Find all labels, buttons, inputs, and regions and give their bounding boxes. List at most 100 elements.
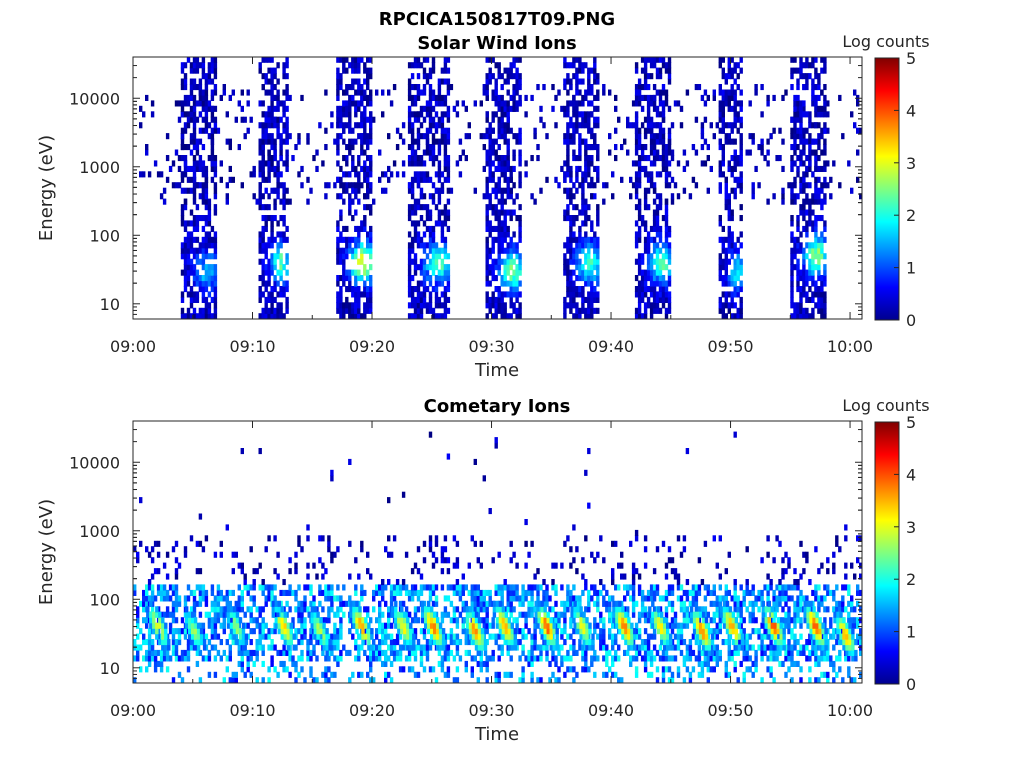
heatmap-cell	[443, 215, 448, 222]
heatmap-cell	[527, 649, 531, 656]
heatmap-cell	[192, 225, 197, 232]
heatmap-cell	[204, 264, 209, 271]
heatmap-cell	[494, 677, 498, 683]
heatmap-cell	[198, 258, 203, 265]
heatmap-cell	[473, 589, 477, 596]
heatmap-cell	[578, 275, 582, 282]
heatmap-cell	[637, 313, 642, 319]
heatmap-cell	[213, 622, 218, 629]
heatmap-cell	[461, 584, 465, 591]
heatmap-cell	[195, 160, 200, 167]
heatmap-cell	[482, 660, 486, 667]
heatmap-cell	[183, 258, 188, 265]
heatmap-cell	[204, 116, 209, 123]
heatmap-cell	[634, 122, 639, 129]
heatmap-cell	[790, 220, 794, 227]
heatmap-cell	[643, 73, 648, 80]
heatmap-cell	[428, 595, 433, 602]
heatmap-cell	[509, 94, 513, 101]
heatmap-cell	[434, 94, 439, 101]
heatmap-cell	[363, 138, 367, 145]
heatmap-cell	[348, 182, 352, 189]
heatmap-cell	[261, 160, 265, 167]
heatmap-cell	[649, 236, 654, 243]
heatmap-cell	[817, 264, 821, 271]
heatmap-cell	[521, 584, 525, 591]
heatmap-cell	[805, 127, 809, 134]
heatmap-cell	[425, 225, 430, 232]
heatmap-cell	[443, 247, 448, 254]
heatmap-cell	[177, 639, 182, 646]
heatmap-cell	[252, 660, 256, 667]
heatmap-cell	[652, 100, 657, 107]
heatmap-cell	[428, 89, 433, 96]
heatmap-cell	[142, 595, 146, 602]
heatmap-cell	[201, 595, 206, 602]
heatmap-cell	[389, 584, 394, 591]
heatmap-cell	[171, 639, 176, 646]
heatmap-cell	[497, 671, 501, 678]
colorbar-tick-label: 5	[906, 49, 916, 68]
heatmap-cell	[817, 176, 821, 183]
heatmap-cell	[515, 562, 519, 569]
heatmap-cell	[222, 84, 226, 91]
heatmap-cell	[273, 535, 277, 542]
heatmap-cell	[339, 628, 343, 635]
heatmap-cell	[587, 160, 591, 167]
heatmap-cell	[342, 67, 346, 74]
heatmap-cell	[569, 236, 573, 243]
heatmap-cell	[174, 600, 179, 607]
heatmap-cell	[670, 198, 675, 205]
heatmap-cell	[739, 100, 743, 107]
heatmap-cell	[569, 171, 573, 178]
heatmap-cell	[596, 269, 600, 276]
heatmap-cell	[485, 589, 489, 596]
heatmap-cell	[655, 73, 660, 80]
heatmap-cell	[428, 127, 433, 134]
heatmap-cell	[739, 133, 743, 140]
heatmap-cell	[249, 655, 253, 662]
heatmap-cell	[518, 302, 522, 309]
heatmap-cell	[145, 589, 149, 596]
heatmap-cell	[491, 160, 495, 167]
heatmap-cell	[312, 155, 316, 162]
heatmap-cell	[198, 589, 203, 596]
heatmap-cell	[177, 600, 182, 607]
heatmap-cell	[318, 122, 322, 129]
heatmap-cell	[336, 122, 340, 129]
heatmap-cell	[811, 171, 815, 178]
heatmap-cell	[473, 595, 477, 602]
heatmap-cell	[180, 78, 185, 85]
heatmap-cell	[652, 269, 657, 276]
heatmap-cell	[491, 264, 495, 271]
heatmap-cell	[563, 160, 567, 167]
heatmap-cell	[428, 307, 433, 314]
heatmap-cell	[446, 275, 451, 282]
heatmap-cell	[440, 302, 445, 309]
heatmap-cell	[375, 628, 379, 635]
heatmap-cell	[584, 171, 588, 178]
heatmap-cell	[345, 296, 349, 303]
heatmap-cell	[165, 655, 170, 662]
heatmap-cell	[718, 307, 722, 314]
heatmap-cell	[488, 160, 492, 167]
heatmap-cell	[733, 94, 737, 101]
heatmap-cell	[790, 193, 794, 200]
heatmap-cell	[593, 62, 597, 69]
heatmap-cell	[363, 89, 367, 96]
heatmap-cell	[282, 215, 286, 222]
heatmap-cell	[808, 122, 812, 129]
heatmap-cell	[162, 584, 167, 591]
heatmap-cell	[342, 302, 346, 309]
heatmap-cell	[351, 291, 355, 298]
heatmap-cell	[679, 122, 684, 129]
heatmap-cell	[258, 584, 262, 591]
heatmap-cell	[422, 540, 427, 547]
heatmap-cell	[189, 589, 194, 596]
heatmap-cell	[590, 275, 594, 282]
heatmap-cell	[419, 589, 424, 596]
heatmap-cell	[410, 666, 415, 673]
heatmap-cell	[177, 671, 182, 678]
heatmap-cell	[500, 595, 504, 602]
heatmap-cell	[485, 269, 489, 276]
